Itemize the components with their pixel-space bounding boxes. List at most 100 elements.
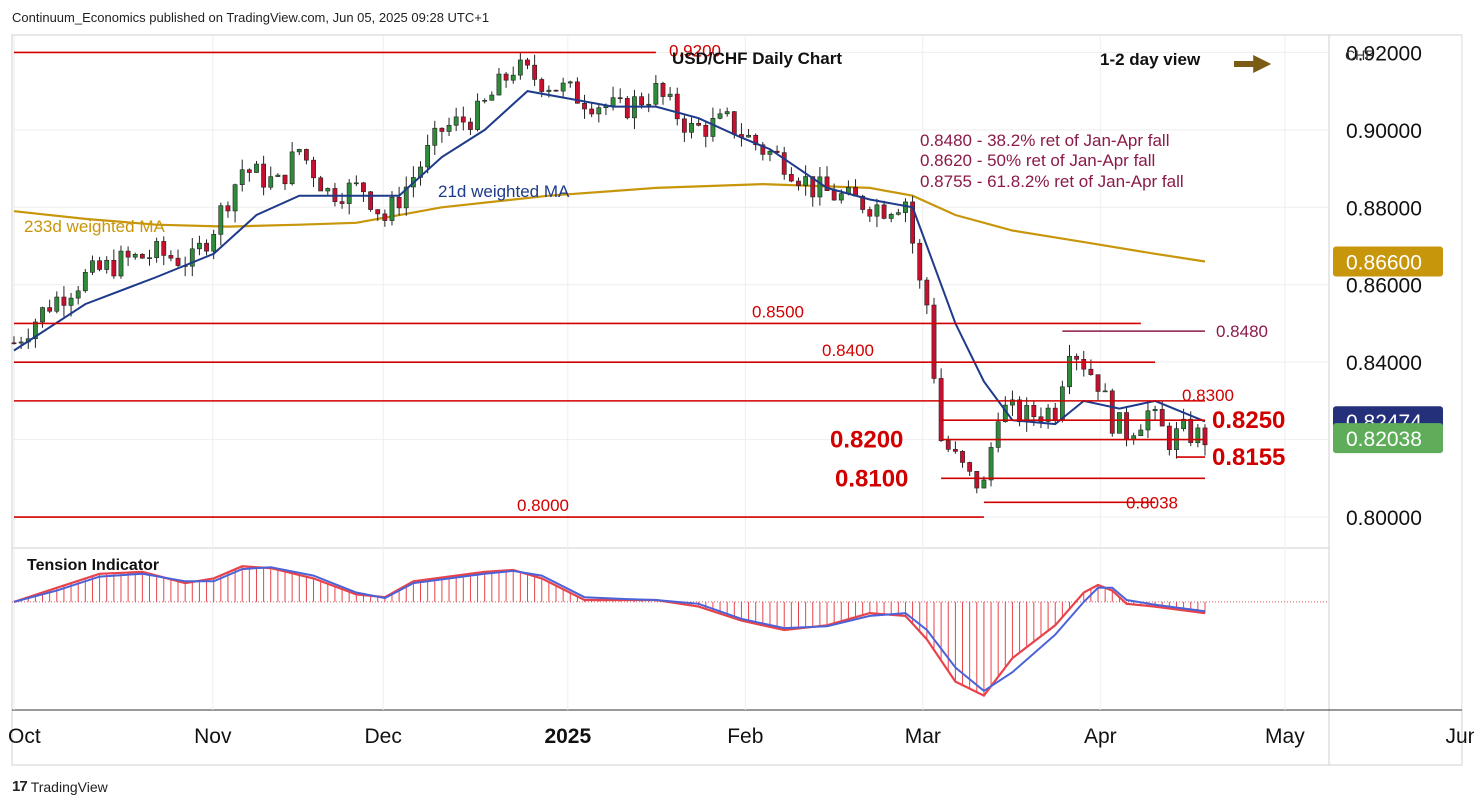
candle-body (1088, 368, 1094, 375)
candle-body (161, 241, 167, 256)
candle-body (874, 204, 880, 217)
candle-body (703, 125, 709, 137)
candle (268, 166, 274, 190)
candle (311, 156, 316, 188)
candle-body (617, 97, 623, 99)
candle-body (553, 89, 559, 92)
candle (632, 89, 637, 130)
candle (746, 129, 751, 138)
candle-body (11, 342, 17, 345)
candle-body (945, 440, 951, 450)
x-tick-6: Apr (1084, 725, 1117, 748)
candle (874, 198, 880, 228)
level-label-0.8250: 0.8250 (1212, 407, 1285, 434)
candle (246, 168, 252, 182)
candle-body (282, 174, 288, 185)
candle (1109, 388, 1115, 437)
candle-body (810, 176, 816, 198)
candle (1102, 383, 1108, 393)
candle-body (746, 134, 751, 138)
ma21-label: 21d weighted MA (438, 182, 570, 201)
candle (468, 117, 473, 136)
candle (396, 186, 402, 216)
candle-body (610, 97, 616, 107)
chart-frame (11, 34, 1463, 766)
price-axis: 0.92000 0.90000 0.88000 0.86000 0.84000 0.800… (1333, 42, 1443, 530)
candle (1117, 412, 1122, 434)
ma233-label: 233d weighted MA (24, 217, 165, 236)
candle-body (710, 118, 716, 137)
candle (446, 117, 452, 137)
x-tick-4: Feb (727, 725, 763, 748)
level-label-0.8000: 0.8000 (517, 496, 569, 515)
candle (895, 208, 901, 216)
candle (952, 441, 958, 454)
candle (439, 127, 445, 143)
candle-body (54, 296, 60, 312)
candle-body (567, 81, 573, 84)
candle-body (168, 255, 174, 259)
candle-body (197, 242, 202, 250)
candle-body (139, 253, 145, 259)
candle-body (596, 107, 602, 115)
candle (767, 148, 773, 162)
candle (917, 239, 923, 289)
time-axis: OctNovDec2025FebMarAprMayJunJul (8, 725, 1474, 748)
candle (318, 175, 324, 192)
candle-body (760, 144, 766, 155)
candle-body (154, 241, 160, 258)
candle (296, 148, 302, 156)
candle (346, 179, 352, 215)
tradingview-logo[interactable]: 17 TradingView (12, 778, 108, 795)
candle (667, 87, 673, 101)
candle (974, 471, 980, 494)
candle-body (888, 214, 894, 219)
candle-body (803, 176, 809, 186)
candle-body (924, 279, 930, 306)
candle (111, 249, 117, 279)
chart-title: USD/CHF Daily Chart (672, 49, 842, 68)
candle (781, 146, 787, 180)
level-label-0.8480: 0.8480 (1216, 322, 1268, 341)
price-badge-2 (1333, 423, 1443, 454)
candle-body (589, 108, 595, 115)
candle-body (938, 378, 944, 441)
candle (938, 368, 944, 442)
candle-body (731, 111, 737, 135)
candle (853, 179, 858, 197)
candle (361, 181, 366, 202)
candle (1131, 432, 1137, 445)
candle (696, 118, 702, 127)
candle-body (995, 421, 1001, 448)
candle (995, 412, 1001, 453)
candle (1159, 401, 1165, 427)
candle (90, 255, 95, 276)
candle (239, 159, 245, 192)
candle-body (724, 111, 730, 115)
candle (960, 450, 965, 468)
candles (11, 52, 1208, 494)
candle-body (1038, 416, 1044, 422)
candle (104, 256, 110, 274)
candle (589, 102, 595, 118)
candle (888, 212, 894, 223)
candle (689, 117, 694, 139)
candle-body (47, 307, 53, 312)
price-badge-text-0: 0.86600 (1346, 251, 1422, 274)
candle-body (382, 213, 388, 221)
candle-body (624, 98, 630, 119)
candle-body (425, 145, 431, 168)
ma233-line (13, 182, 1206, 263)
candle-body (204, 242, 209, 252)
candle (1138, 424, 1144, 437)
candle (1038, 407, 1044, 429)
candle (1195, 423, 1201, 448)
candle-body (1031, 405, 1037, 418)
candle (61, 286, 67, 317)
candle (624, 95, 630, 120)
candle (289, 142, 295, 186)
candle (1152, 405, 1158, 422)
candle (261, 155, 267, 196)
candle (646, 93, 652, 113)
